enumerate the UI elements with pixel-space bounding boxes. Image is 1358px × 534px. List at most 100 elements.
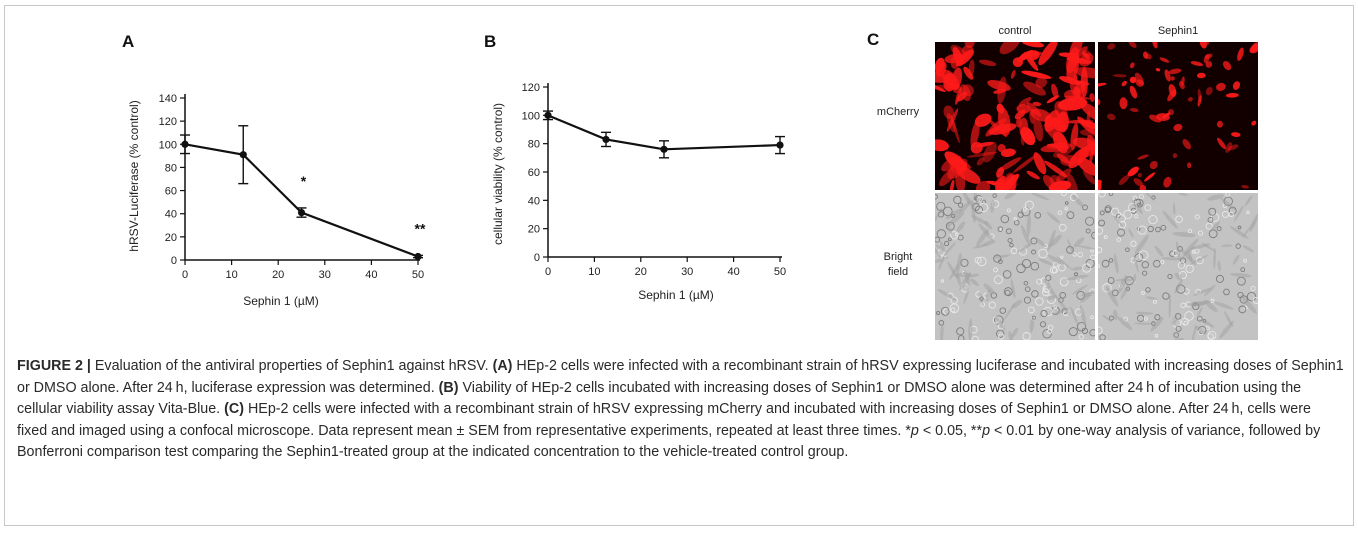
cell-shape: [1217, 260, 1221, 272]
cell-outline: [1060, 193, 1067, 197]
cell-shape: [1046, 212, 1060, 224]
fluorescent-cell: [1170, 76, 1175, 81]
cell-outline: [1208, 229, 1218, 239]
cell-outline: [1047, 329, 1052, 334]
cell-shape: [971, 199, 976, 224]
micrograph-brightfield-control: [935, 193, 1095, 340]
fluorescent-cell: [1118, 174, 1130, 185]
chart-b-x-tick-label: 20: [635, 266, 647, 278]
cell-outline: [1103, 235, 1108, 239]
cell-outline: [1085, 228, 1091, 234]
fluorescent-cell: [1164, 69, 1171, 82]
cell-outline: [1152, 299, 1158, 304]
cell-shape: [960, 193, 970, 204]
cell-outline: [1197, 328, 1205, 336]
cell-outline: [997, 323, 1005, 330]
cell-outline: [1136, 202, 1142, 208]
chart-a-y-tick-label: 100: [159, 139, 177, 151]
fluorescent-cell: [1089, 150, 1094, 164]
cell-shape: [1045, 295, 1058, 300]
cell-outline: [1085, 216, 1095, 226]
cell-shape: [1209, 221, 1221, 233]
cell-outline: [996, 329, 1005, 338]
fluorescent-cell: [1182, 139, 1191, 150]
fluorescent-cell: [952, 47, 964, 66]
fluorescent-cell: [1107, 113, 1116, 121]
cell-outline: [1193, 302, 1197, 306]
cell-outline: [1252, 297, 1258, 304]
cell-outline: [945, 221, 955, 231]
cell-outline: [1098, 326, 1103, 335]
cell-outline: [1031, 290, 1039, 298]
fluorescent-cell: [1129, 62, 1135, 69]
cell-outline: [1177, 261, 1186, 269]
cell-outline: [947, 292, 954, 300]
cell-outline: [947, 237, 952, 242]
fluorescent-cell: [1232, 81, 1241, 90]
cell-outline: [1108, 315, 1114, 321]
cell-shape: [1242, 220, 1256, 238]
fluorescent-cell: [1155, 113, 1170, 121]
cell-outline: [1118, 284, 1123, 289]
cell-outline: [1060, 255, 1064, 259]
cell-outline: [1139, 194, 1145, 200]
cell-shape: [979, 291, 983, 305]
cell-outline: [950, 307, 956, 313]
cell-outline: [1160, 224, 1167, 231]
fluorescent-cell: [1048, 180, 1072, 190]
cell-shape: [1161, 257, 1183, 261]
x-axis-label-b: Sephin 1 (µM): [638, 288, 714, 302]
cell-outline: [1191, 249, 1196, 254]
cell-shape: [946, 211, 965, 227]
cell-outline: [1040, 277, 1048, 285]
cell-outline: [1000, 214, 1010, 224]
cell-outline: [1116, 237, 1122, 242]
fluorescent-cell: [1149, 160, 1158, 170]
cell-outline: [998, 333, 1005, 340]
cell-outline: [1184, 311, 1194, 321]
cell-outline: [1223, 288, 1230, 296]
cell-shape: [1188, 301, 1206, 307]
panel-letter-b: B: [484, 32, 496, 51]
cell-outline: [977, 256, 987, 267]
chart-a-data-point: [297, 208, 306, 217]
cell-outline: [1215, 274, 1224, 283]
cell-outline: [1043, 244, 1048, 249]
fluorescent-cell: [1187, 97, 1193, 102]
cell-outline: [993, 275, 1003, 285]
cell-outline: [974, 256, 982, 264]
cell-shape: [973, 193, 980, 207]
cell-shape: [953, 272, 971, 277]
cell-outline: [1116, 213, 1121, 219]
fluorescent-cell: [949, 179, 955, 190]
cell-outline: [1123, 316, 1128, 322]
cell-shape: [1178, 193, 1189, 196]
cell-shape: [1038, 258, 1053, 266]
caption-tag-b: (B): [438, 379, 459, 396]
fluorescent-cell: [1127, 166, 1139, 177]
cell-outline: [991, 200, 1000, 208]
cell-outline: [1172, 250, 1179, 257]
cell-outline: [937, 248, 945, 256]
cell-shape: [984, 220, 993, 230]
cell-shape: [1242, 245, 1255, 253]
cell-outline: [950, 231, 959, 240]
chart-a-x-tick-label: 40: [365, 269, 377, 281]
chart-a-x-tick-label: 10: [225, 269, 237, 281]
cell-outline: [1133, 213, 1139, 219]
cell-outline: [1141, 261, 1149, 269]
cell-shape: [1174, 272, 1183, 281]
fluorescent-cell: [1040, 142, 1072, 153]
cell-outline: [949, 303, 960, 314]
cell-shape: [995, 316, 1006, 331]
cell-outline: [1024, 200, 1034, 210]
cell-shape: [1029, 316, 1035, 333]
cell-outline: [960, 283, 970, 293]
cell-outline: [1098, 246, 1103, 254]
cell-outline: [961, 270, 967, 276]
cell-shape: [992, 254, 1011, 259]
cell-outline: [1125, 247, 1130, 253]
cell-shape: [935, 244, 945, 252]
cell-shape: [1201, 243, 1217, 253]
